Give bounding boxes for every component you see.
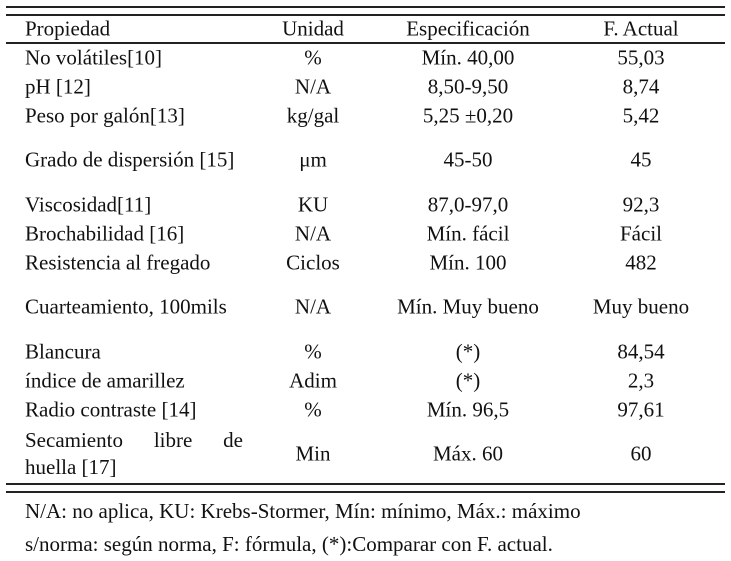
unit-cell: % xyxy=(304,339,322,363)
property-cell: Cuarteamiento, 100mils xyxy=(25,294,227,319)
footnote-line-2: s/norma: según norma, F: fórmula, (*):Co… xyxy=(25,532,553,556)
spec-cell: 45-50 xyxy=(443,147,493,172)
bottom-rule xyxy=(6,483,725,485)
actual-cell: 482 xyxy=(625,250,657,274)
header-especificacion: Especificación xyxy=(406,16,530,40)
actual-cell: 45 xyxy=(630,147,652,172)
spec-cell: (*) xyxy=(455,339,481,363)
header-rule xyxy=(6,42,725,44)
property-cell: Secamiento libre de huella [17] xyxy=(25,428,243,479)
spec-cell: Máx. 60 xyxy=(433,441,503,466)
footnote: N/A: no aplica, KU: Krebs-Stormer, Mín: … xyxy=(25,495,725,561)
property-cell: pH [12] xyxy=(25,74,91,98)
footnote-line-1: N/A: no aplica, KU: Krebs-Stormer, Mín: … xyxy=(25,499,581,523)
table-row: Viscosidad[11] KU 87,0-97,0 92,3 xyxy=(0,190,731,219)
unit-cell: Ciclos xyxy=(286,250,340,274)
table-row: pH [12] N/A 8,50-9,50 8,74 xyxy=(0,72,731,101)
table-row: Secamiento libre de huella [17] Min Máx. 6… xyxy=(0,424,731,484)
spec-cell: (*) xyxy=(455,368,481,392)
property-cell: Viscosidad[11] xyxy=(25,192,152,216)
table-row: Resistencia al fregado Ciclos Mín. 100 482 xyxy=(0,248,731,277)
actual-cell: Muy bueno xyxy=(592,294,690,319)
header-actual: F. Actual xyxy=(603,16,679,40)
spec-cell: 87,0-97,0 xyxy=(427,192,509,216)
unit-cell: Min xyxy=(295,441,331,466)
header-propiedad: Propiedad xyxy=(25,16,111,40)
spec-cell: 8,50-9,50 xyxy=(427,74,509,98)
top-rule-inner xyxy=(6,14,725,16)
actual-cell: 5,42 xyxy=(622,103,660,127)
table-row: Brochabilidad [16] N/A Mín. fácil Fácil xyxy=(0,219,731,248)
table-row: Peso por galón[13] kg/gal 5,25 ±0,20 5,42 xyxy=(0,101,731,130)
actual-cell: 55,03 xyxy=(617,45,665,69)
table-row: No volátiles[10]% Mín. 40,00 55,03 xyxy=(0,43,731,72)
table-row: Grado de dispersión [15] μm 45-50 45 xyxy=(0,130,731,190)
property-cell: Resistencia al fregado xyxy=(25,250,211,274)
table-row: Blancura% (*) 84,54 xyxy=(0,337,731,366)
spec-cell: Mín. 40,00 xyxy=(421,45,515,69)
table-row: índice de amarillez Adim (*) 2,3 xyxy=(0,366,731,395)
table-row: Cuarteamiento, 100mils N/A Mín. Muy bueno M… xyxy=(0,277,731,337)
unit-cell: kg/gal xyxy=(286,103,340,127)
property-cell: Peso por galón[13] xyxy=(25,103,185,127)
unit-cell: Adim xyxy=(289,368,337,392)
unit-cell: KU xyxy=(297,192,329,216)
actual-cell: 84,54 xyxy=(617,339,665,363)
header-unidad: Unidad xyxy=(282,16,344,40)
property-cell: Brochabilidad [16] xyxy=(25,221,185,245)
unit-cell: μm xyxy=(299,147,327,172)
bottom-rule-inner xyxy=(6,491,725,493)
property-cell: No volátiles[10] xyxy=(25,45,163,69)
header-row: Propiedad Unidad Especificación F. Actua… xyxy=(0,14,731,43)
spec-cell: Mín. Muy bueno xyxy=(397,294,539,319)
actual-cell: 97,61 xyxy=(617,397,665,421)
property-cell: Grado de dispersión [15] xyxy=(25,147,235,172)
spec-cell: Mín. 100 xyxy=(429,250,507,274)
top-rule xyxy=(6,6,725,8)
property-cell: índice de amarillez xyxy=(25,368,185,392)
spec-cell: Mín. 96,5 xyxy=(426,397,510,421)
property-cell: Blancura xyxy=(25,339,101,363)
spec-cell: Mín. fácil xyxy=(426,221,510,245)
unit-cell: N/A xyxy=(294,294,332,319)
actual-cell: Fácil xyxy=(620,221,662,245)
property-cell: Radio contraste [14] xyxy=(25,397,197,421)
table-row: Radio contraste [14]% Mín. 96,5 97,61 xyxy=(0,395,731,424)
spec-cell: 5,25 ±0,20 xyxy=(422,103,514,127)
actual-cell: 92,3 xyxy=(622,192,660,216)
unit-cell: N/A xyxy=(294,74,332,98)
actual-cell: 8,74 xyxy=(622,74,660,98)
actual-cell: 2,3 xyxy=(627,368,655,392)
unit-cell: % xyxy=(304,45,322,69)
unit-cell: N/A xyxy=(294,221,332,245)
unit-cell: % xyxy=(304,397,322,421)
actual-cell: 60 xyxy=(630,441,652,466)
